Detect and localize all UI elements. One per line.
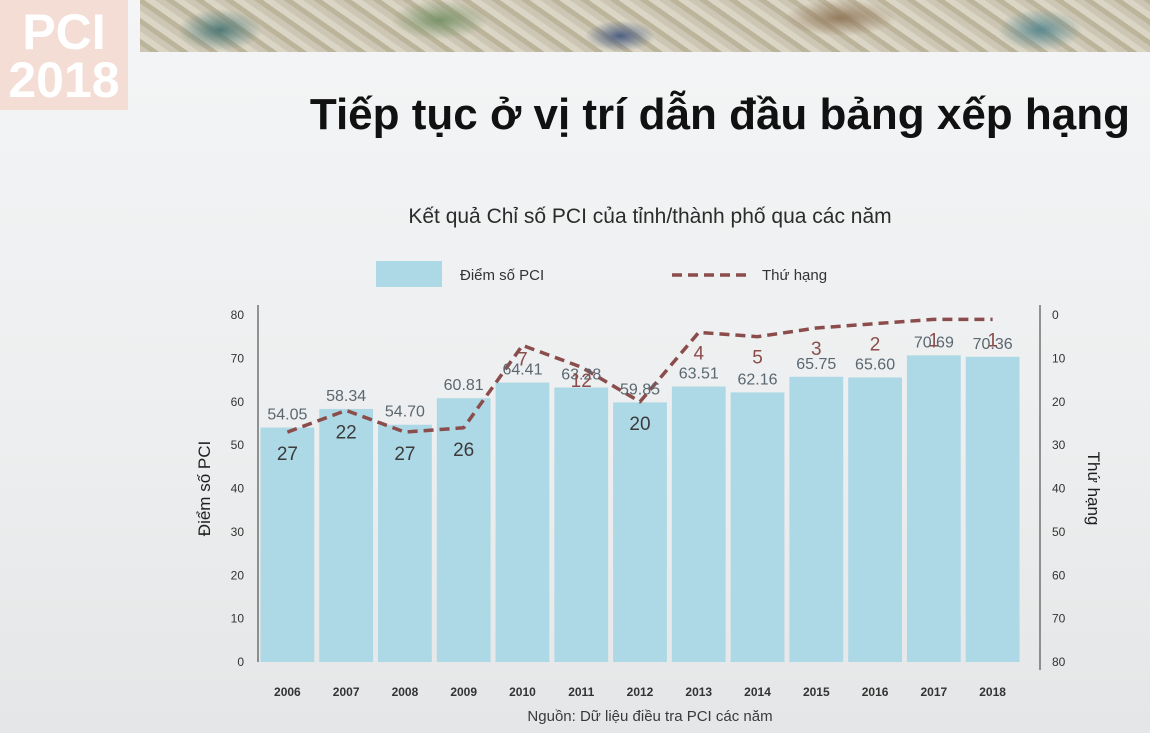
- y-tick-label: 50: [231, 438, 245, 452]
- y-tick-label: 0: [237, 655, 244, 669]
- y2-tick-label: 40: [1052, 482, 1066, 496]
- rank-value-label: 22: [336, 422, 357, 443]
- badge-line-2: 2018: [8, 52, 120, 108]
- x-tick-label: 2010: [509, 685, 536, 699]
- pci-value-label: 59.85: [620, 381, 660, 398]
- y-tick-label: 30: [231, 525, 245, 539]
- rank-value-label: 7: [517, 349, 528, 370]
- legend-bar-swatch: [376, 261, 442, 287]
- pci-value-label: 63.28: [561, 367, 601, 384]
- pci-bar: [554, 387, 609, 662]
- pci-bar: [965, 356, 1020, 662]
- y2-axis-title: Thứ hạng: [1084, 452, 1103, 526]
- pci-value-label: 54.05: [267, 407, 307, 424]
- y-axis-title: Điểm số PCI: [195, 441, 214, 536]
- rank-value-label: 3: [811, 339, 822, 360]
- rank-value-label: 12: [571, 371, 592, 392]
- decorative-banner: [140, 0, 1150, 52]
- y-tick-label: 40: [231, 482, 245, 496]
- y2-tick-label: 50: [1052, 525, 1066, 539]
- rank-value-label: 1: [929, 330, 940, 351]
- y-tick-label: 10: [231, 612, 245, 626]
- x-tick-label: 2017: [920, 685, 947, 699]
- x-tick-label: 2014: [744, 685, 771, 699]
- rank-value-label: 27: [394, 444, 415, 465]
- badge-line-1: PCI: [22, 4, 106, 60]
- pci-bar: [613, 402, 667, 662]
- x-tick-label: 2009: [450, 685, 477, 699]
- y-tick-label: 80: [231, 308, 245, 322]
- pci-value-label: 60.81: [444, 377, 484, 394]
- x-tick-label: 2012: [627, 685, 654, 699]
- y2-tick-label: 10: [1052, 351, 1066, 365]
- pci-value-label: 54.70: [385, 404, 425, 421]
- x-tick-label: 2007: [333, 685, 360, 699]
- x-tick-label: 2016: [862, 685, 889, 699]
- pci-value-label: 65.60: [855, 356, 895, 373]
- pci-value-label: 63.51: [679, 366, 719, 383]
- pci-value-label: 58.34: [326, 388, 366, 405]
- chart-title: Kết quả Chỉ số PCI của tỉnh/thành phố qu…: [408, 205, 892, 228]
- y2-tick-label: 20: [1052, 395, 1066, 409]
- rank-value-label: 20: [629, 414, 650, 435]
- x-tick-label: 2018: [979, 685, 1006, 699]
- pci-bar: [789, 376, 844, 662]
- x-tick-label: 2008: [392, 685, 419, 699]
- rank-value-label: 26: [453, 440, 474, 461]
- pci-value-label: 62.16: [738, 371, 778, 388]
- pci-bar: [730, 392, 785, 662]
- source-note: Nguồn: Dữ liệu điều tra PCI các năm: [527, 708, 773, 725]
- pci-bar: [906, 355, 961, 662]
- pci-bar: [260, 427, 315, 662]
- y2-tick-label: 0: [1052, 308, 1059, 322]
- y-tick-label: 70: [231, 351, 245, 365]
- y-tick-label: 60: [231, 395, 245, 409]
- y2-tick-label: 60: [1052, 568, 1066, 582]
- pci-bar: [378, 424, 432, 662]
- slide-title: Tiếp tục ở vị trí dẫn đầu bảng xếp hạng: [309, 90, 1130, 139]
- y2-tick-label: 30: [1052, 438, 1066, 452]
- pci-badge-text: PCI 2018: [0, 0, 128, 108]
- pci-value-label: 64.41: [502, 362, 542, 379]
- pci-value-label: 70.69: [914, 334, 954, 351]
- rank-line: [286, 317, 993, 434]
- y2-tick-label: 80: [1052, 655, 1066, 669]
- pci-bar: [495, 382, 550, 662]
- pci-value-label: 65.75: [796, 356, 836, 373]
- y2-tick-label: 70: [1052, 612, 1066, 626]
- x-tick-label: 2013: [685, 685, 712, 699]
- x-tick-label: 2015: [803, 685, 830, 699]
- y-tick-label: 20: [231, 568, 245, 582]
- x-tick-label: 2006: [274, 685, 301, 699]
- x-tick-label: 2011: [568, 685, 594, 699]
- rank-value-label: 1: [987, 330, 998, 351]
- pci-value-label: 70.36: [973, 336, 1013, 353]
- rank-value-label: 27: [277, 444, 298, 465]
- pci-bar: [671, 386, 726, 662]
- pci-bar: [436, 398, 491, 662]
- rank-value-label: 4: [693, 343, 704, 364]
- legend-bar-label: Điểm số PCI: [460, 267, 544, 284]
- pci-bar: [319, 408, 374, 662]
- pci-bar: [848, 377, 902, 662]
- rank-value-label: 5: [752, 348, 763, 369]
- pci-badge: [0, 0, 128, 110]
- rank-value-label: 2: [870, 335, 881, 356]
- legend-line-label: Thứ hạng: [762, 267, 827, 284]
